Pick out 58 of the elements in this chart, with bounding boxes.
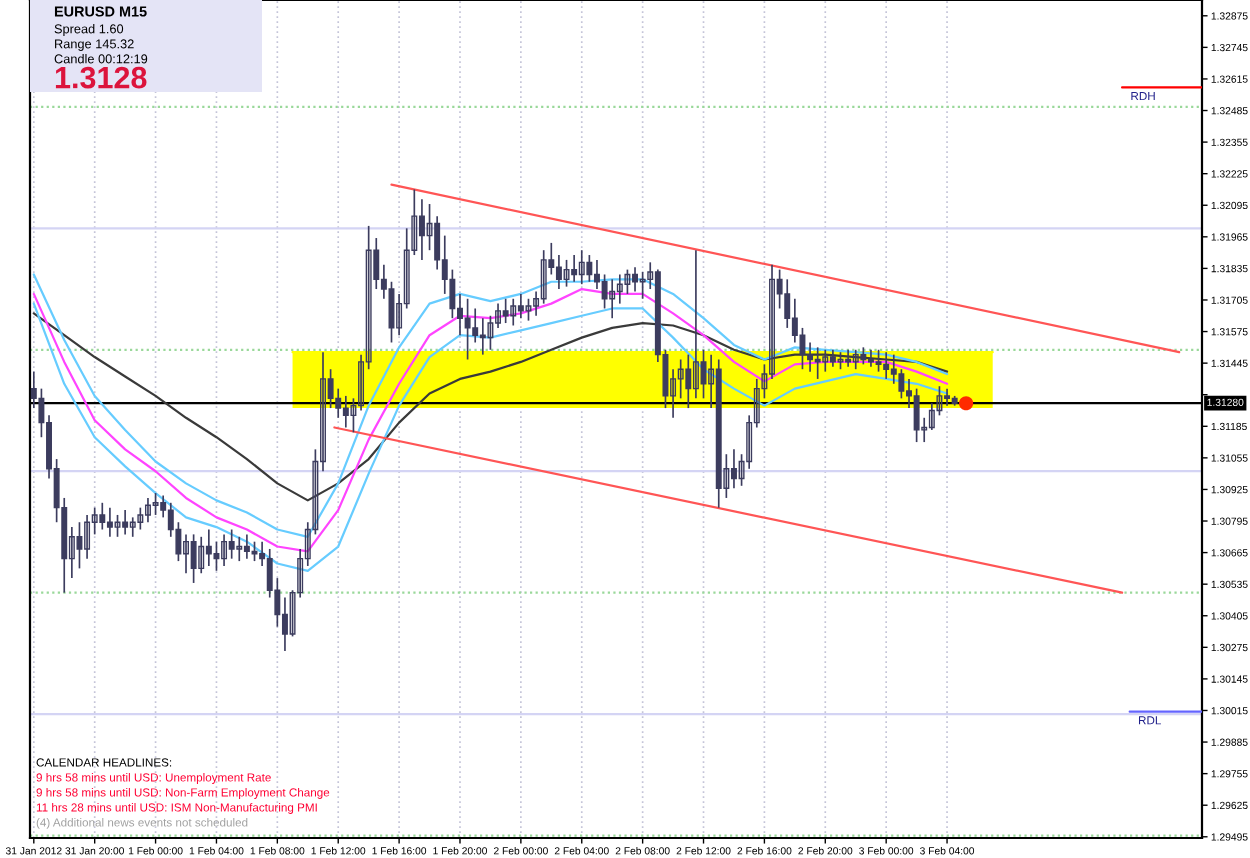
candlestick <box>84 514 91 560</box>
candlestick <box>685 353 692 409</box>
candlestick <box>730 448 737 490</box>
candlestick <box>122 509 129 536</box>
candlestick <box>342 395 349 429</box>
candlestick <box>822 348 829 373</box>
candlestick <box>875 348 882 373</box>
candlestick <box>852 348 859 371</box>
candlestick <box>114 514 121 538</box>
candlestick <box>464 297 471 361</box>
candlestick <box>198 535 205 575</box>
candlestick <box>472 307 479 344</box>
candlestick <box>616 273 623 305</box>
candlestick <box>281 596 288 652</box>
candlestick <box>183 533 189 575</box>
annotation: 1.3128 <box>55 66 147 89</box>
candlestick <box>609 278 616 320</box>
candlestick <box>913 387 920 443</box>
candlestick <box>129 516 136 538</box>
candlestick <box>221 533 228 567</box>
candlestick <box>76 521 83 570</box>
candlestick <box>251 540 258 562</box>
candlestick <box>944 387 951 407</box>
candlestick <box>99 501 106 531</box>
candlestick <box>692 249 699 400</box>
candlestick <box>525 297 532 322</box>
candlestick <box>236 535 243 562</box>
candlestick <box>502 297 509 324</box>
candlestick <box>571 254 578 283</box>
candlestick <box>867 348 874 368</box>
candlestick <box>563 259 570 288</box>
candlestick <box>106 506 113 538</box>
candlestick <box>137 506 144 531</box>
candlestick <box>517 293 524 320</box>
candlestick <box>228 528 235 560</box>
candlestick <box>243 533 250 560</box>
candlestick <box>632 266 639 293</box>
candlestick <box>578 249 585 286</box>
candlestick <box>928 402 935 431</box>
candlestick <box>144 497 151 524</box>
candlestick <box>190 533 197 584</box>
candlestick <box>807 341 814 373</box>
candlestick <box>205 528 212 567</box>
candlestick <box>540 249 547 305</box>
candlestick <box>152 492 159 516</box>
candlestick <box>883 351 890 380</box>
candlestick <box>510 297 517 327</box>
candlestick <box>487 314 494 351</box>
candlestick <box>586 254 593 283</box>
candlestick <box>555 254 562 290</box>
candlestick <box>601 273 608 310</box>
candlestick <box>418 198 425 261</box>
candlestick <box>784 278 791 329</box>
candlestick <box>845 348 852 368</box>
candlestick <box>677 358 684 400</box>
candlestick <box>814 346 821 380</box>
candlestick <box>890 353 897 385</box>
line-series <box>32 312 949 502</box>
